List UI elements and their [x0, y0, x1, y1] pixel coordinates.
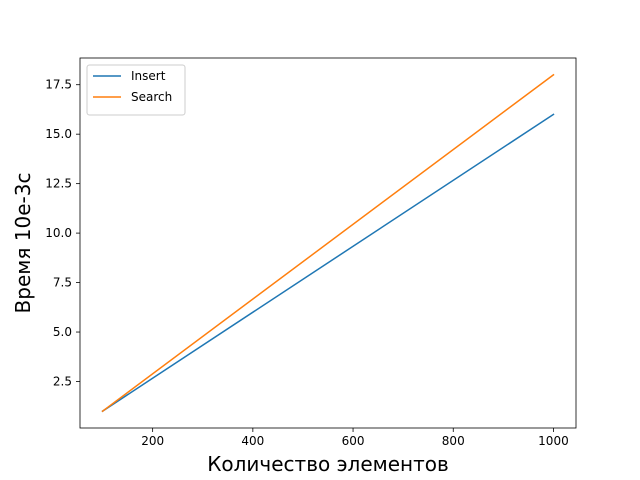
y-tick-label: 12.5 [45, 177, 72, 191]
y-tick-label: 10.0 [45, 226, 72, 240]
legend-box [86, 64, 186, 116]
legend: Insert Search [86, 64, 186, 116]
x-axis-ticks: 200 400 600 800 1000 [141, 428, 569, 448]
legend-label: Search [131, 90, 172, 104]
x-tick-label: 800 [442, 434, 465, 448]
y-tick-label: 5.0 [53, 325, 72, 339]
plot-frame [79, 57, 577, 429]
x-tick-label: 400 [241, 434, 264, 448]
x-tick-label: 600 [342, 434, 365, 448]
y-axis-label: Время 10e-3c [11, 173, 35, 314]
y-tick-label: 17.5 [45, 78, 72, 92]
series-layer [101, 73, 555, 413]
series-line-insert [101, 113, 555, 413]
series-line-search [101, 73, 555, 413]
x-tick-label: 1000 [538, 434, 569, 448]
y-tick-label: 7.5 [53, 276, 72, 290]
x-axis-label: Количество элементов [207, 452, 449, 476]
x-tick-label: 200 [141, 434, 164, 448]
y-tick-label: 2.5 [53, 375, 72, 389]
legend-label: Insert [131, 69, 166, 83]
y-tick-label: 15.0 [45, 127, 72, 141]
y-axis-ticks: 2.5 5.0 7.5 10.0 12.5 15.0 17.5 [45, 78, 80, 389]
